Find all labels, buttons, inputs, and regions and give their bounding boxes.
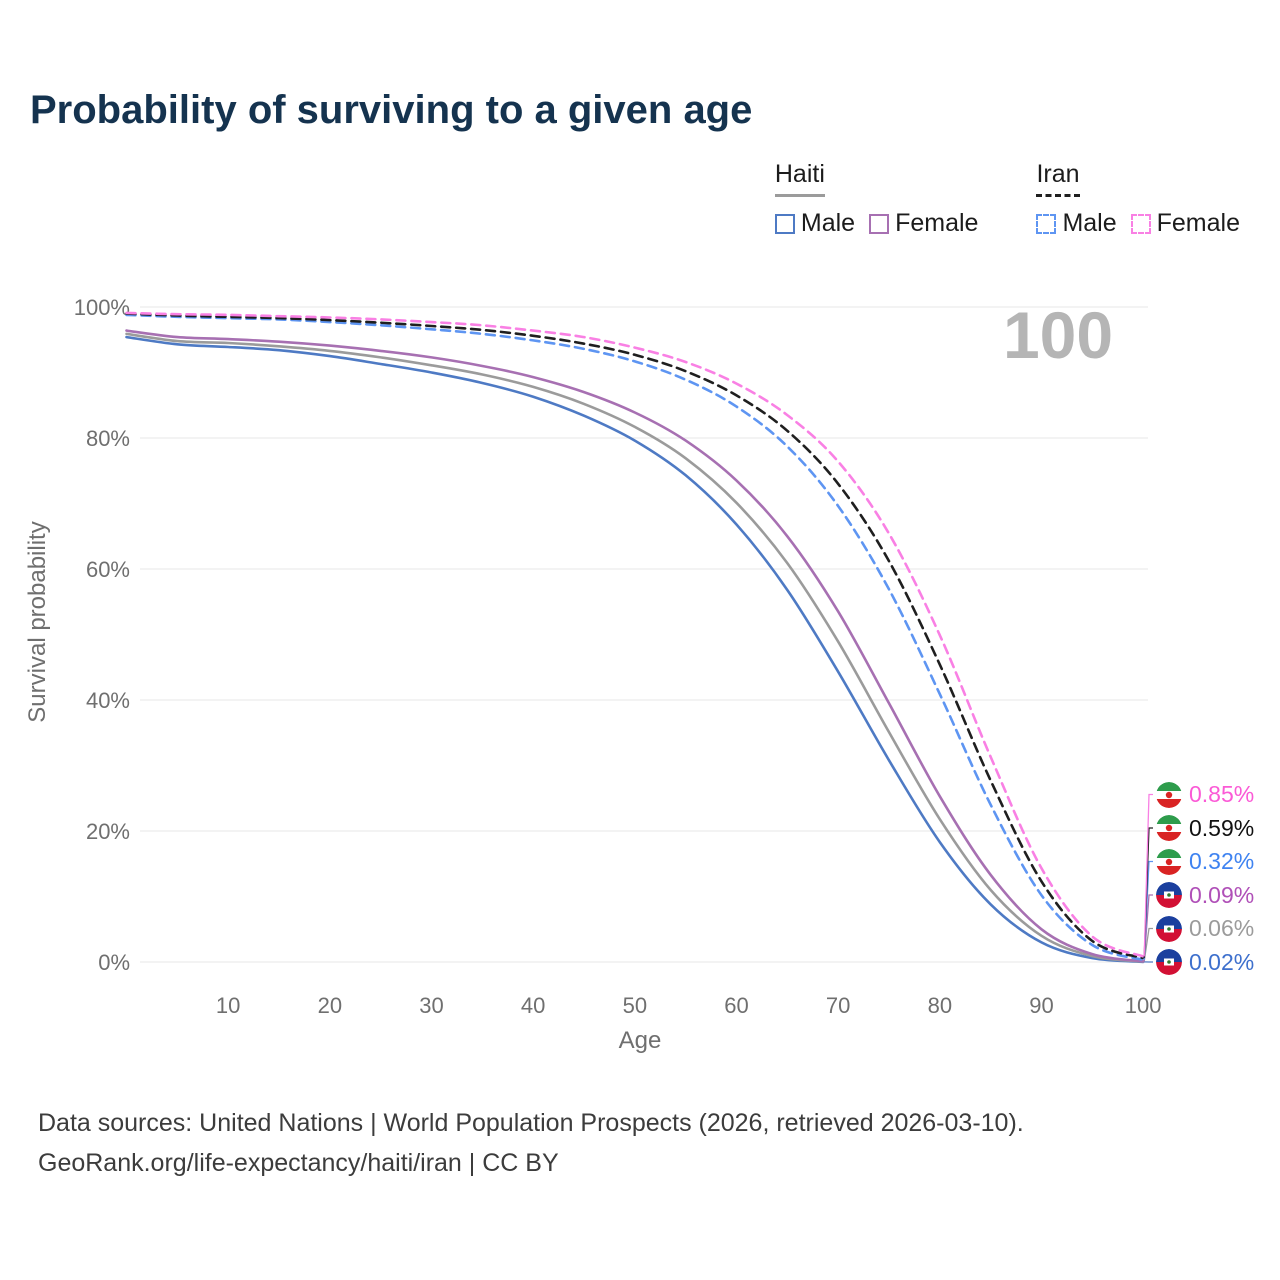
legend-label-iran-male: Male: [1062, 209, 1117, 237]
x-tick-label-90: 90: [1029, 993, 1053, 1018]
end-label-haiti_both: 0.06%: [1156, 915, 1254, 943]
y-tick-label-0: 0%: [98, 950, 130, 975]
x-tick-label-20: 20: [318, 993, 342, 1018]
x-tick-label-100: 100: [1125, 993, 1162, 1018]
iran-flag-icon: [1156, 815, 1182, 841]
y-axis-title: Survival probability: [24, 521, 51, 722]
iran-male-swatch-icon: [1036, 213, 1057, 234]
end-label-value-iran_male: 0.32%: [1189, 848, 1255, 874]
x-tick-label-60: 60: [724, 993, 748, 1018]
end-label-haiti_male: 0.02%: [1156, 948, 1254, 976]
haiti-male-swatch-icon: [774, 213, 795, 234]
legend-label-iran-female: Female: [1156, 209, 1240, 237]
end-label-value-iran_both: 0.59%: [1189, 814, 1255, 841]
y-tick-label-80: 80%: [86, 426, 130, 451]
footer: Data sources: United Nations | World Pop…: [38, 1104, 1024, 1183]
legend-group-haiti: Haiti Male Female: [774, 160, 978, 238]
end-label-value-haiti_male: 0.02%: [1189, 948, 1255, 975]
series-line-haiti_male[interactable]: [125, 335, 1145, 964]
x-tick-label-80: 80: [928, 993, 952, 1018]
legend-group-iran: Iran Male Female: [1036, 160, 1240, 238]
footer-data-sources: Data sources: United Nations | World Pop…: [38, 1109, 1024, 1137]
end-label-value-haiti_female: 0.09%: [1189, 881, 1255, 908]
age-watermark: 100: [1003, 298, 1113, 372]
legend-item-iran-female[interactable]: Female: [1130, 209, 1240, 238]
end-label-value-iran_female: 0.85%: [1189, 781, 1255, 807]
series-line-iran_male[interactable]: [125, 313, 1145, 962]
series-line-haiti_both[interactable]: [125, 332, 1145, 963]
series-line-iran_female[interactable]: [125, 311, 1145, 958]
page-title: Probability of surviving to a given age: [30, 88, 753, 132]
y-tick-label-100: 100%: [74, 295, 130, 320]
end-label-value-haiti_both: 0.06%: [1189, 915, 1255, 941]
y-tick-label-40: 40%: [86, 688, 130, 713]
end-label-iran_female: 0.85%: [1156, 781, 1254, 809]
end-label-connector-iran_female: [1143, 793, 1153, 957]
end-label-connector-haiti_both: [1143, 927, 1153, 962]
haiti-flag-icon: [1156, 882, 1182, 908]
legend-items-haiti: Male Female: [774, 209, 978, 238]
legend-item-haiti-male[interactable]: Male: [774, 209, 856, 238]
legend-item-iran-male[interactable]: Male: [1036, 209, 1117, 238]
end-label-iran_male: 0.32%: [1156, 848, 1254, 876]
legend-item-haiti-female[interactable]: Female: [869, 209, 978, 238]
legend-items-iran: Male Female: [1036, 209, 1240, 238]
legend-label-haiti-male: Male: [800, 209, 856, 237]
end-label-haiti_female: 0.09%: [1156, 881, 1254, 909]
x-tick-label-10: 10: [216, 993, 240, 1018]
iran-female-swatch-icon: [1130, 213, 1151, 234]
end-label-iran_both: 0.59%: [1156, 814, 1254, 842]
legend-group-title-haiti: Haiti: [774, 160, 825, 197]
y-tick-label-60: 60%: [86, 557, 130, 582]
x-tick-label-40: 40: [521, 993, 545, 1018]
legend-group-title-iran: Iran: [1036, 160, 1080, 197]
footer-attribution: GeoRank.org/life-expectancy/haiti/iran |…: [38, 1148, 559, 1177]
x-tick-label-70: 70: [826, 993, 850, 1018]
haiti-flag-icon: [1156, 949, 1182, 975]
x-tick-label-30: 30: [419, 993, 443, 1018]
series-line-iran_both[interactable]: [125, 312, 1145, 960]
series-line-haiti_female[interactable]: [125, 329, 1145, 963]
legend: Haiti Male Female Iran Male: [774, 160, 1240, 238]
iran-flag-icon: [1156, 848, 1182, 875]
iran-flag-icon: [1156, 781, 1182, 808]
haiti-female-swatch-icon: [869, 213, 890, 234]
x-tick-label-50: 50: [623, 993, 647, 1018]
haiti-flag-icon: [1156, 915, 1182, 942]
legend-label-haiti-female: Female: [895, 209, 979, 237]
x-axis-title: Age: [619, 1027, 662, 1054]
y-tick-label-20: 20%: [86, 819, 130, 844]
